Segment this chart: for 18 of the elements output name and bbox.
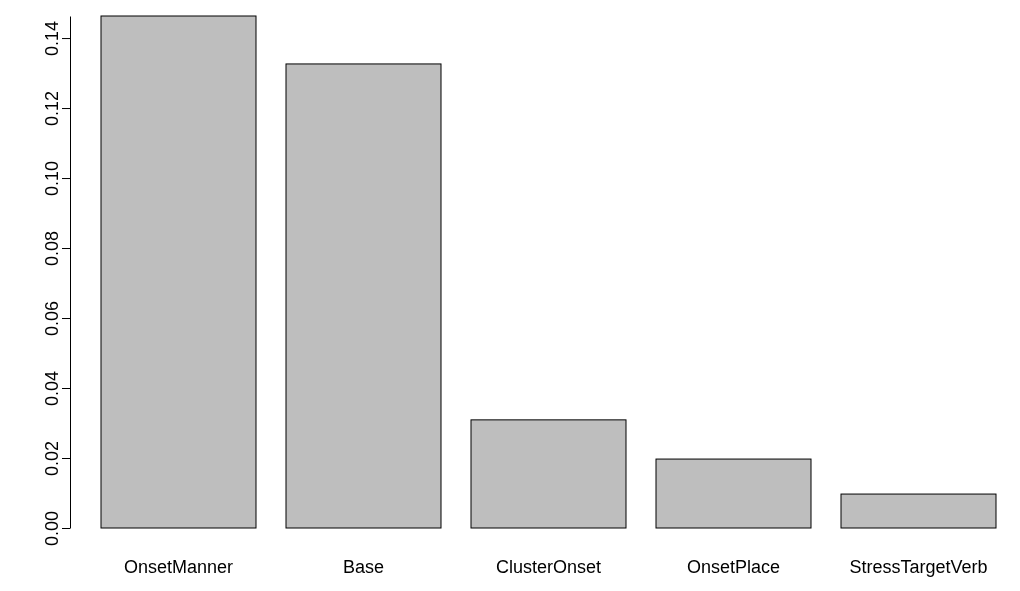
bar — [100, 15, 257, 529]
y-tick-label: 0.14 — [42, 21, 63, 57]
y-tick-label: 0.00 — [42, 510, 63, 547]
y-tick-label: 0.10 — [42, 161, 63, 197]
x-tick-label: OnsetPlace — [686, 556, 781, 577]
y-tick-label: 0.04 — [42, 370, 63, 407]
bar — [285, 63, 442, 529]
x-tick-label: OnsetManner — [123, 556, 234, 577]
x-tick-label: Base — [342, 556, 385, 577]
x-tick-label: StressTargetVerb — [849, 556, 988, 577]
y-tick-label: 0.08 — [42, 231, 63, 267]
y-tick-label: 0.06 — [42, 301, 63, 337]
x-tick-label: ClusterOnset — [495, 556, 602, 577]
bar — [470, 419, 627, 529]
bar — [840, 493, 997, 529]
bar — [655, 458, 812, 529]
y-tick-label: 0.12 — [42, 91, 63, 127]
y-tick-label: 0.02 — [42, 440, 63, 477]
